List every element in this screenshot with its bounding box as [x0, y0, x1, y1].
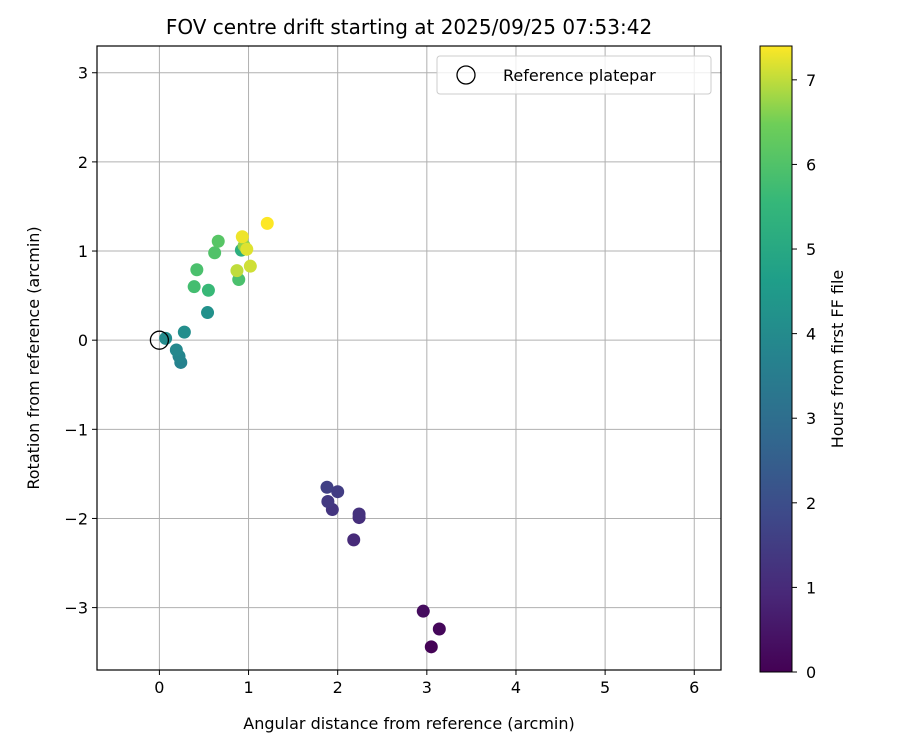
data-point — [187, 280, 201, 294]
data-point — [190, 263, 204, 277]
colorbar-label: Hours from first FF file — [828, 270, 847, 449]
data-point — [347, 533, 361, 547]
x-tick-label: 6 — [689, 678, 699, 697]
colorbar-tick-label: 0 — [806, 663, 816, 682]
x-tick-label: 4 — [511, 678, 521, 697]
y-tick-label: 1 — [78, 242, 88, 261]
x-axis-label: Angular distance from reference (arcmin) — [243, 714, 574, 733]
legend-entry-reference-platepar: Reference platepar — [503, 66, 656, 85]
y-tick-label: −2 — [64, 509, 88, 528]
plot-frame — [96, 45, 722, 671]
x-tick-label: 5 — [600, 678, 610, 697]
legend-box — [436, 55, 712, 95]
data-point — [208, 246, 222, 260]
y-tick-label: 3 — [78, 64, 88, 83]
data-point — [240, 242, 254, 256]
x-tick-label: 2 — [333, 678, 343, 697]
colorbar-ticks: 0 1 2 3 4 5 6 7 — [792, 71, 816, 682]
data-point — [211, 234, 225, 248]
legend-marker-icon — [456, 65, 476, 85]
data-point — [331, 485, 345, 499]
colorbar-tick-label: 7 — [806, 71, 816, 90]
data-point — [320, 480, 334, 494]
data-point — [201, 306, 215, 320]
data-point — [424, 640, 438, 654]
x-tick-label: 0 — [154, 678, 164, 697]
data-point — [432, 622, 446, 636]
x-tick-label: 1 — [243, 678, 253, 697]
x-tick-label: 3 — [422, 678, 432, 697]
data-point — [230, 264, 244, 278]
colorbar: 0 1 2 3 4 5 6 7 Hours from first FF file — [759, 45, 847, 682]
colorbar-tick-label: 3 — [806, 409, 816, 428]
y-tick-label: −3 — [64, 599, 88, 618]
y-tick-label: 2 — [78, 153, 88, 172]
colorbar-tick-label: 6 — [806, 155, 816, 174]
data-points — [159, 216, 446, 654]
data-point — [169, 343, 183, 357]
chart-title: FOV centre drift starting at 2025/09/25 … — [166, 15, 652, 39]
colorbar-tick-label: 4 — [806, 325, 816, 344]
data-point — [260, 216, 274, 230]
colorbar-tick-label: 1 — [806, 578, 816, 597]
y-tick-label: 0 — [78, 331, 88, 350]
grid — [97, 46, 721, 670]
data-point — [243, 259, 257, 273]
data-point — [352, 507, 366, 521]
reference-platepar-marker — [149, 330, 170, 350]
colorbar-gradient — [759, 45, 793, 673]
axis-ticks: 0 1 2 3 4 5 6 −3 −2 −1 0 1 2 3 — [64, 64, 699, 697]
data-point — [416, 604, 430, 618]
data-point — [235, 230, 249, 244]
legend: Reference platepar — [436, 55, 712, 95]
data-point — [177, 325, 191, 339]
data-point — [201, 283, 215, 297]
data-point — [321, 495, 335, 509]
colorbar-tick-label: 5 — [806, 240, 816, 259]
colorbar-tick-label: 2 — [806, 494, 816, 513]
y-tick-label: −1 — [64, 420, 88, 439]
y-axis-label: Rotation from reference (arcmin) — [24, 226, 43, 489]
